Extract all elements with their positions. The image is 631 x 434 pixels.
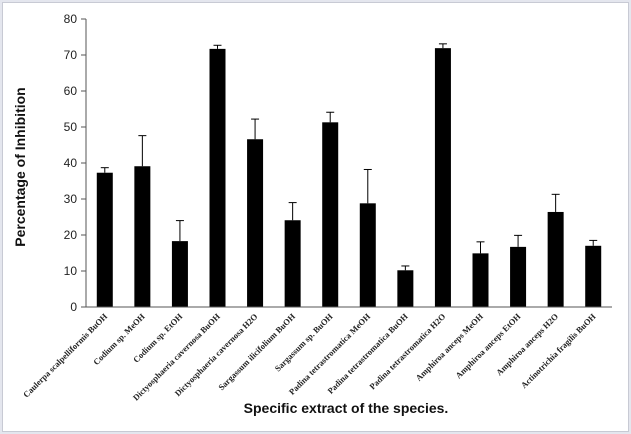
- bar: [434, 48, 451, 307]
- bar: [134, 166, 151, 307]
- y-tick-label: 40: [64, 156, 78, 170]
- bar: [510, 246, 527, 307]
- bar: [247, 139, 264, 307]
- y-tick-label: 60: [64, 84, 78, 98]
- y-tick-label: 70: [64, 48, 78, 62]
- y-tick-label: 10: [64, 264, 78, 278]
- y-axis-title: Percentage of Inhibition: [12, 87, 28, 246]
- bar: [209, 48, 226, 307]
- bar: [96, 172, 113, 307]
- y-tick-label: 80: [64, 12, 78, 26]
- x-category-label: Sargassum ilicifolium BuOH: [216, 311, 297, 392]
- bar: [397, 270, 414, 307]
- bar: [585, 245, 602, 307]
- bar: [171, 241, 188, 307]
- y-tick-label: 30: [64, 192, 78, 206]
- bar: [472, 253, 489, 307]
- y-tick-label: 20: [64, 228, 78, 242]
- x-category-label: Padina tetrastromatica H2O: [367, 311, 447, 391]
- bar: [547, 211, 564, 307]
- bar: [359, 203, 376, 307]
- x-category-label: Amphiroa anceps H2O: [494, 311, 560, 377]
- bar: [284, 220, 301, 307]
- x-category-label: Amphiroa anceps EtOH: [453, 311, 522, 380]
- x-category-label: Amphiroa anceps MeOH: [414, 311, 486, 383]
- y-tick-label: 50: [64, 120, 78, 134]
- x-category-label: Actinotrichia fragilis BuOH: [519, 311, 598, 390]
- bar: [322, 122, 339, 307]
- y-tick-label: 0: [70, 300, 77, 314]
- x-axis-title: Specific extract of the species.: [244, 400, 449, 416]
